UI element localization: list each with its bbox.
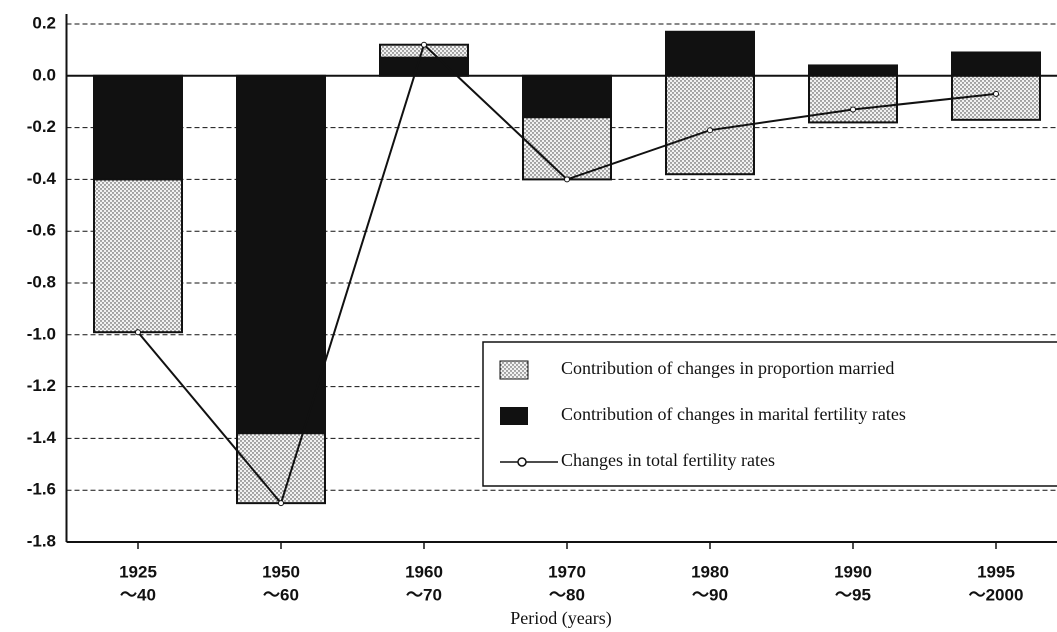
x-tick-label: ～95 [835, 585, 871, 604]
x-tick-label: 1925 [119, 562, 157, 581]
x-tick-label: ～80 [549, 585, 585, 604]
y-tick-label: -0.8 [27, 272, 56, 291]
legend-swatch [499, 360, 529, 380]
x-tick-label: ～60 [263, 585, 299, 604]
line-marker [135, 329, 141, 336]
bar [808, 74, 898, 124]
bar [236, 432, 326, 505]
legend-label: Changes in total fertility rates [561, 450, 775, 470]
x-tick-label: ～70 [406, 585, 442, 604]
line-marker [278, 500, 284, 507]
y-tick-label: -1.4 [27, 428, 57, 447]
bar [236, 74, 326, 435]
y-tick-label: -1.2 [27, 376, 56, 395]
x-tick-label: 1990 [834, 562, 872, 581]
y-tick-label: -0.6 [27, 221, 56, 240]
legend-label: Contribution of changes in proportion ma… [561, 358, 894, 378]
x-tick-label: 1960 [405, 562, 443, 581]
x-axis-label: Period (years) [510, 608, 611, 629]
bar [808, 64, 898, 77]
x-tick-label: ～2000 [969, 585, 1024, 604]
bar [522, 74, 612, 119]
legend-label: Contribution of changes in marital ferti… [561, 404, 906, 424]
y-tick-label: -0.2 [27, 117, 56, 136]
x-tick-label: 1950 [262, 562, 300, 581]
line-marker [993, 90, 999, 97]
y-tick-label: -1.0 [27, 324, 56, 343]
line-marker [564, 176, 570, 183]
bar [951, 51, 1041, 77]
line-marker [707, 127, 713, 134]
x-tick-label: 1980 [691, 562, 729, 581]
bar [665, 30, 755, 77]
legend-box [482, 341, 1057, 487]
x-tick-label: 1970 [548, 562, 586, 581]
line-marker [850, 106, 856, 113]
y-tick-label: -1.6 [27, 480, 56, 499]
line-marker [421, 41, 427, 48]
x-tick-label: ～40 [120, 585, 156, 604]
legend-swatch [500, 407, 528, 425]
y-tick-label: -0.4 [27, 169, 57, 188]
legend: Contribution of changes in proportion ma… [482, 341, 1057, 487]
y-tick-label: 0.2 [32, 13, 56, 32]
y-tick-label: -1.8 [27, 531, 56, 550]
legend-swatch [517, 457, 527, 467]
bar [93, 74, 183, 181]
bar [93, 178, 183, 334]
bar [522, 116, 612, 181]
y-tick-label: 0.0 [32, 65, 56, 84]
x-tick-label: 1995 [977, 562, 1015, 581]
x-tick-label: ～90 [692, 585, 728, 604]
